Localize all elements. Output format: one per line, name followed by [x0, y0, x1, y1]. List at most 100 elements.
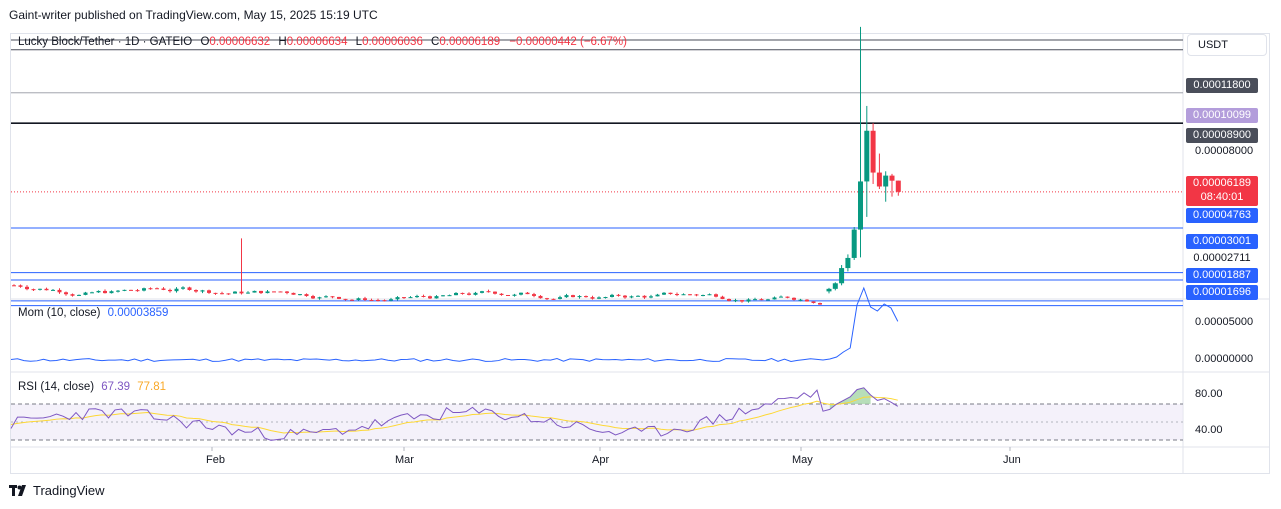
- candle-body: [129, 289, 133, 291]
- rsi-label[interactable]: RSI (14, close): [18, 381, 95, 393]
- candle-body: [259, 290, 263, 294]
- candle-body: [538, 295, 543, 299]
- rsi-axis-label-80: 80.00: [1195, 388, 1223, 400]
- candle-body: [883, 175, 889, 187]
- candle-body: [161, 288, 166, 290]
- rsi-axis-label-40: 40.00: [1195, 424, 1223, 436]
- candle-body: [499, 293, 504, 295]
- candle-body: [272, 291, 276, 293]
- candle-body: [187, 287, 192, 291]
- legend-o-label: O: [200, 36, 210, 48]
- legend-h-value: 0.00006634: [286, 36, 348, 48]
- candle-body: [298, 294, 302, 296]
- candle-body: [142, 288, 146, 291]
- legend-c-label: C: [431, 36, 440, 48]
- candle-body: [623, 295, 627, 298]
- candle-body: [220, 293, 224, 295]
- candle-body: [792, 297, 796, 300]
- time-label-jun: Jun: [1003, 454, 1021, 466]
- mom-legend: Mom (10, close) 0.00003859: [18, 307, 168, 319]
- candle-body: [135, 290, 140, 292]
- legend-symbol[interactable]: Lucky Block/Tether · 1D · GATEIO: [18, 36, 193, 48]
- price-tag-level-3: 0.00008900: [1186, 128, 1258, 143]
- candle-body: [83, 292, 88, 295]
- candle-body: [70, 294, 75, 296]
- mom-value: 0.00003859: [107, 307, 169, 319]
- candle-body: [90, 292, 94, 294]
- candle-body: [826, 288, 832, 292]
- candle-body: [239, 291, 244, 294]
- candle-body: [343, 298, 348, 300]
- candle-body: [584, 296, 588, 298]
- candle-body: [733, 300, 738, 302]
- candle-body: [428, 296, 432, 299]
- candle-body: [311, 296, 315, 299]
- candle-body: [330, 296, 335, 298]
- price-axis-label: 0.00008000: [1195, 145, 1254, 157]
- symbol-legend: Lucky Block/Tether · 1D · GATEIO O0.0000…: [18, 36, 627, 48]
- candle-body: [701, 295, 705, 297]
- candle-body: [122, 289, 127, 291]
- candle-body: [194, 290, 198, 292]
- legend-c-value: 0.00006189: [439, 36, 501, 48]
- candle-body: [77, 294, 81, 296]
- time-label-apr: Apr: [592, 454, 610, 466]
- chart-frame: [10, 33, 1270, 474]
- candle-body: [44, 288, 49, 291]
- candle-body: [785, 296, 790, 298]
- candle-body: [746, 299, 751, 302]
- candle-body: [155, 288, 159, 290]
- candle-body: [402, 297, 406, 299]
- price-tag-level-2: 0.00010099: [1186, 108, 1258, 123]
- candle-body: [688, 294, 692, 296]
- candle-body: [226, 293, 231, 295]
- candle-body: [363, 298, 367, 300]
- candle-body: [839, 268, 845, 284]
- legend-change: −0.00000442 (−6.67%): [509, 36, 627, 48]
- currency-selector[interactable]: USDT: [1187, 34, 1267, 56]
- momentum-line: [10, 286, 899, 362]
- candle-body: [798, 299, 803, 301]
- candle-body: [181, 287, 185, 289]
- price-tag-level-9: 0.00001696: [1186, 285, 1258, 300]
- candle-body: [200, 290, 205, 292]
- mom-label[interactable]: Mom (10, close): [18, 307, 101, 319]
- candle-body: [649, 296, 653, 298]
- price-tag-level-5: 0.00004763: [1186, 208, 1258, 223]
- candle-body: [148, 288, 153, 290]
- candle-body: [285, 291, 289, 293]
- candle-body: [603, 297, 608, 299]
- candle-body: [519, 292, 523, 295]
- rsi-ma-value: 77.81: [137, 381, 167, 393]
- candle-body: [233, 291, 237, 294]
- candle-body: [740, 300, 744, 302]
- candle-body: [681, 294, 686, 296]
- legend-h-label: H: [278, 36, 287, 48]
- candle-body: [564, 295, 569, 298]
- candle-body: [486, 291, 491, 293]
- candle-body: [766, 299, 770, 301]
- rsi-value: 67.39: [101, 381, 131, 393]
- candle-body: [51, 289, 55, 291]
- time-label-mar: Mar: [395, 454, 414, 466]
- candle-body: [493, 291, 497, 294]
- candle-body: [662, 292, 666, 295]
- candle-body: [317, 297, 322, 299]
- candle-body: [558, 297, 562, 299]
- candle-body: [207, 290, 211, 293]
- price-tag-level-8: 0.00001887: [1186, 268, 1258, 283]
- legend-o-value: 0.00006632: [209, 36, 271, 48]
- candle-body: [278, 291, 283, 293]
- candle-body: [304, 294, 309, 297]
- tradingview-footer[interactable]: TradingView: [9, 483, 105, 498]
- candle-body: [246, 292, 250, 294]
- candle-body: [506, 294, 510, 296]
- candle-body: [655, 294, 660, 297]
- legend-l-label: L: [355, 36, 363, 48]
- candle-body: [779, 296, 783, 298]
- candle-body: [103, 290, 107, 294]
- candle-body: [818, 303, 822, 305]
- legend-l-value: 0.00006036: [362, 36, 423, 48]
- candle-body: [421, 295, 426, 297]
